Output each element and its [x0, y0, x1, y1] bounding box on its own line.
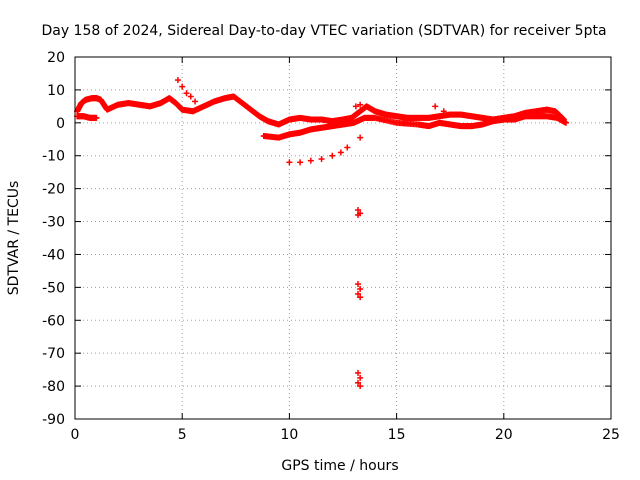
data-point — [355, 281, 362, 288]
y-tick-label: 20 — [47, 50, 65, 66]
y-tick-label: 0 — [56, 116, 65, 132]
data-point — [329, 152, 336, 159]
x-axis-ticks: 0 5 10 15 20 25 — [71, 57, 620, 443]
data-points — [74, 77, 569, 390]
data-point — [318, 156, 325, 163]
x-axis-label: GPS time / hours — [281, 458, 398, 474]
x-tick-label: 20 — [495, 427, 513, 443]
data-point — [355, 211, 362, 218]
data-point — [562, 119, 569, 126]
y-axis-ticks: 20 10 0 -10 -20 -30 -40 -50 -60 -70 -80 -90 — [42, 50, 611, 428]
data-point — [192, 98, 199, 105]
y-tick-label: -70 — [42, 346, 65, 362]
data-point — [352, 103, 359, 110]
data-point — [432, 103, 439, 110]
data-point — [344, 144, 351, 151]
x-tick-label: 5 — [178, 427, 187, 443]
y-tick-label: -20 — [42, 182, 65, 198]
x-tick-label: 0 — [71, 427, 80, 443]
data-point — [297, 159, 304, 166]
plot-frame — [74, 56, 612, 420]
data-point — [357, 383, 364, 390]
data-point — [307, 157, 314, 164]
data-point — [357, 134, 364, 141]
data-point — [355, 379, 362, 386]
data-point — [357, 374, 364, 381]
x-tick-label: 15 — [388, 427, 406, 443]
data-point — [357, 101, 364, 108]
y-tick-label: -60 — [42, 313, 65, 329]
data-point — [337, 149, 344, 156]
data-point — [357, 294, 364, 301]
y-tick-label: -90 — [42, 412, 65, 428]
data-point — [174, 77, 181, 84]
data-point — [179, 83, 186, 90]
data-point — [93, 114, 100, 121]
y-tick-label: -80 — [42, 379, 65, 395]
y-tick-label: -30 — [42, 215, 65, 231]
y-axis-label: SDTVAR / TECUs — [6, 181, 22, 296]
data-point — [187, 93, 194, 100]
data-point — [183, 90, 190, 97]
data-point — [286, 159, 293, 166]
y-tick-label: -10 — [42, 149, 65, 165]
y-tick-label: -50 — [42, 280, 65, 296]
x-tick-label: 25 — [602, 427, 620, 443]
chart-title: Day 158 of 2024, Sidereal Day-to-day VTE… — [41, 23, 606, 39]
y-tick-label: -40 — [42, 247, 65, 263]
data-point — [355, 369, 362, 376]
data-point — [440, 108, 447, 115]
data-point — [355, 290, 362, 297]
data-point — [357, 286, 364, 293]
x-tick-label: 10 — [280, 427, 298, 443]
y-tick-label: 10 — [47, 83, 65, 99]
